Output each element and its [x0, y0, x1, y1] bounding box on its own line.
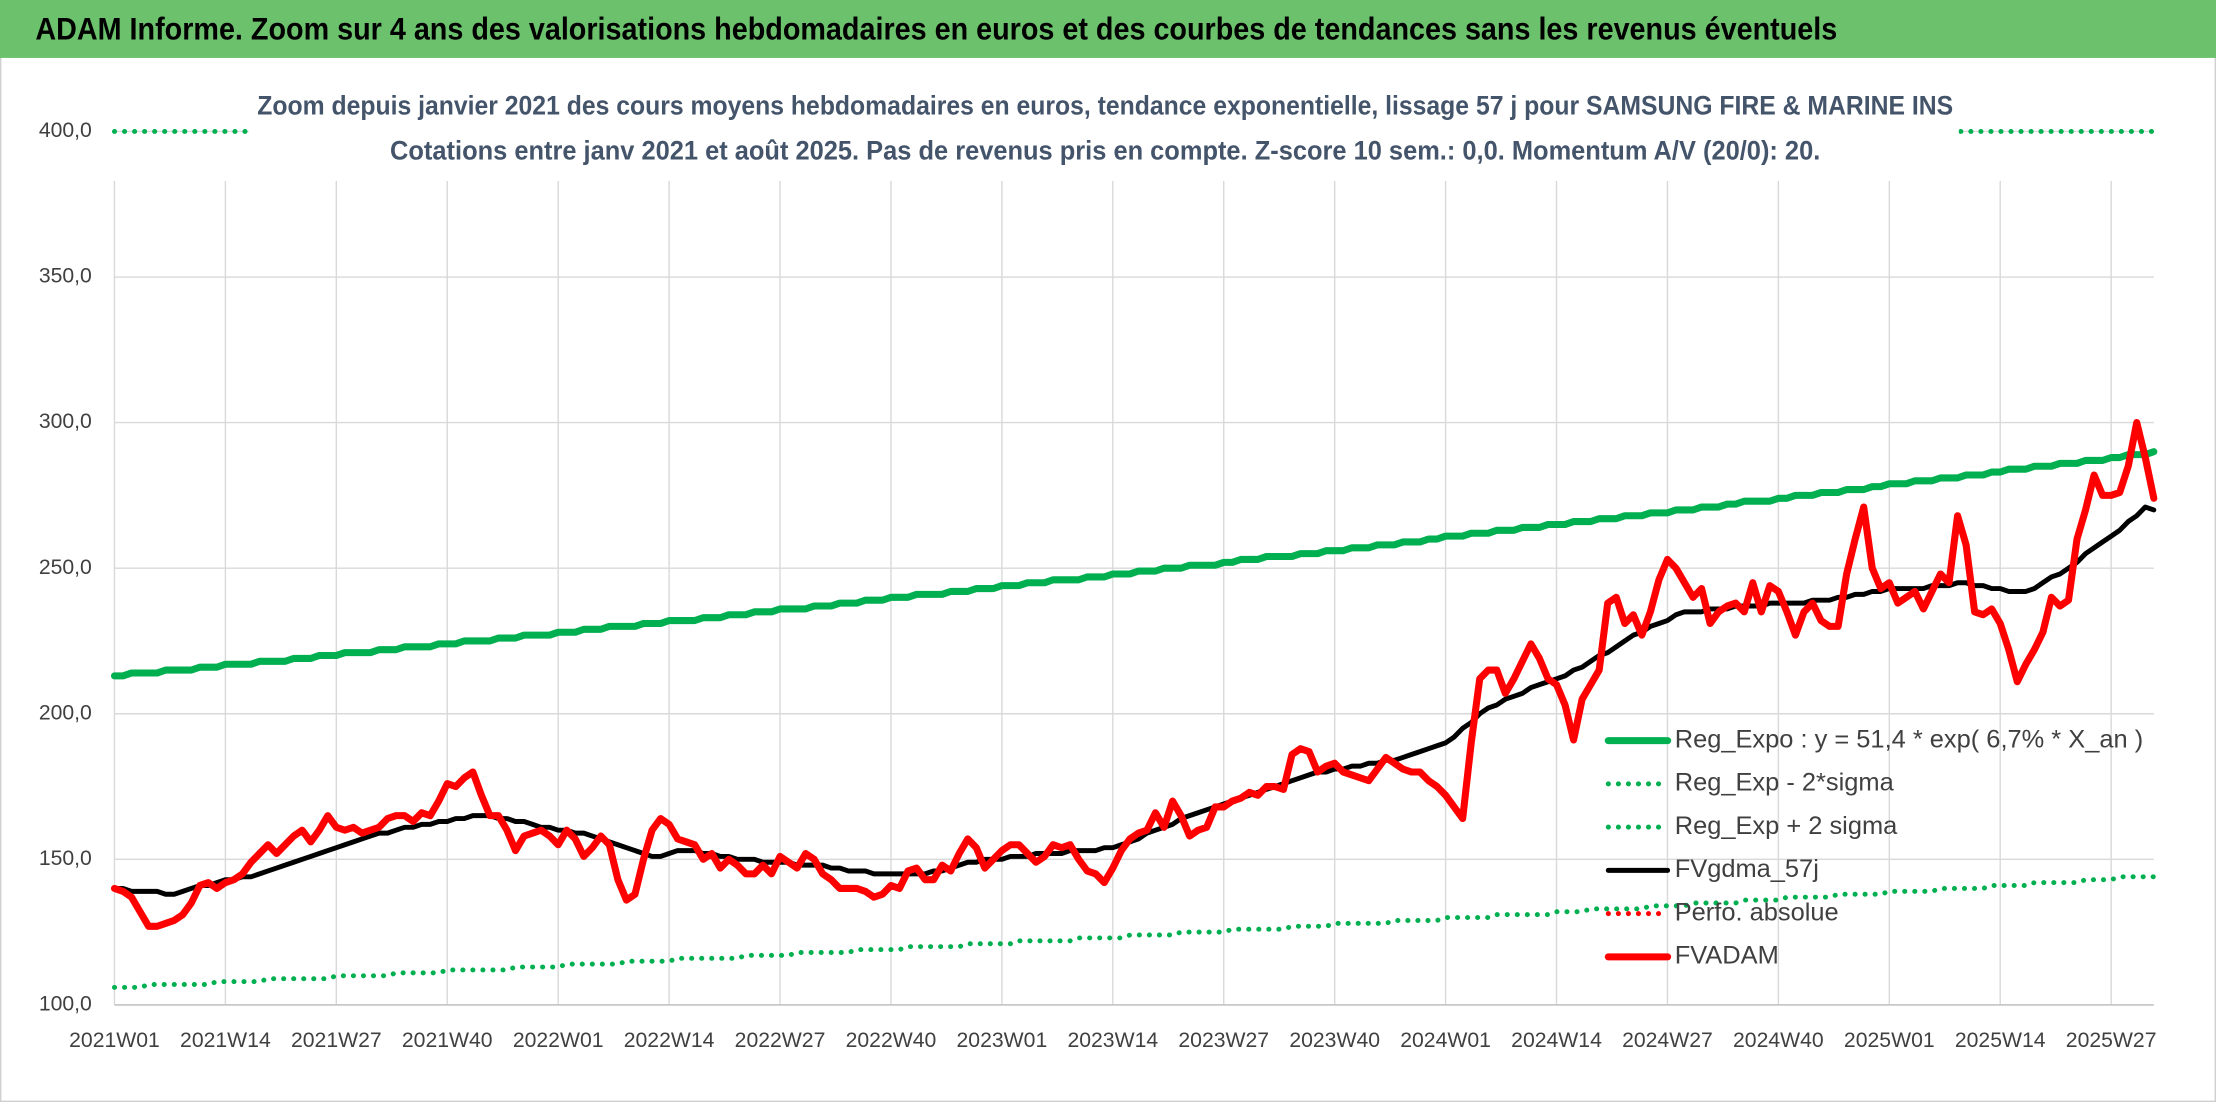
- chart-subtitle: Cotations entre janv 2021 et août 2025. …: [390, 136, 1820, 166]
- legend-label: Reg_Expo : y = 51,4 * exp( 6,7% * X_an ): [1675, 725, 2143, 753]
- chart-subtitle: Zoom depuis janvier 2021 des cours moyen…: [257, 91, 1953, 121]
- x-tick-label: 2021W01: [69, 1029, 160, 1052]
- x-tick-label: 2024W01: [1400, 1029, 1491, 1052]
- legend-label: Reg_Exp + 2 sigma: [1675, 812, 1898, 840]
- x-tick-label: 2025W14: [1955, 1029, 2046, 1052]
- legend-label: FVADAM: [1675, 942, 1779, 970]
- legend-label: FVgdma_57j: [1675, 855, 1819, 883]
- x-tick-label: 2025W01: [1844, 1029, 1935, 1052]
- chart-title: ADAM Informe. Zoom sur 4 ans des valoris…: [35, 11, 1837, 46]
- x-tick-label: 2021W27: [291, 1029, 382, 1052]
- x-tick-label: 2024W27: [1622, 1029, 1713, 1052]
- x-tick-label: 2023W14: [1067, 1029, 1158, 1052]
- y-tick-label: 200,0: [39, 701, 92, 724]
- x-tick-label: 2022W27: [735, 1029, 826, 1052]
- legend-label: Reg_Exp - 2*sigma: [1675, 769, 1895, 797]
- y-tick-label: 350,0: [39, 265, 92, 288]
- legend-label: Perfo. absolue: [1675, 898, 1839, 926]
- y-tick-label: 150,0: [39, 847, 92, 870]
- x-tick-label: 2021W14: [180, 1029, 271, 1052]
- subtitle-box: [248, 81, 1959, 181]
- x-tick-label: 2025W27: [2066, 1029, 2157, 1052]
- x-tick-label: 2023W40: [1289, 1029, 1380, 1052]
- x-tick-label: 2024W14: [1511, 1029, 1602, 1052]
- series-line: [112, 874, 2157, 990]
- y-tick-label: 300,0: [39, 410, 92, 433]
- title-banner: [0, 0, 2216, 58]
- legend: Reg_Expo : y = 51,4 * exp( 6,7% * X_an )…: [1604, 725, 2143, 970]
- y-tick-label: 250,0: [39, 556, 92, 579]
- series-line: [110, 419, 2158, 930]
- x-tick-label: 2021W40: [402, 1029, 493, 1052]
- y-tick-label: 400,0: [39, 119, 92, 142]
- series-line: [110, 448, 2158, 680]
- x-tick-label: 2024W40: [1733, 1029, 1824, 1052]
- x-tick-label: 2022W14: [624, 1029, 715, 1052]
- x-tick-label: 2022W40: [846, 1029, 937, 1052]
- y-tick-label: 100,0: [39, 992, 92, 1015]
- x-tick-label: 2023W01: [957, 1029, 1048, 1052]
- x-tick-label: 2023W27: [1178, 1029, 1269, 1052]
- x-tick-label: 2022W01: [513, 1029, 604, 1052]
